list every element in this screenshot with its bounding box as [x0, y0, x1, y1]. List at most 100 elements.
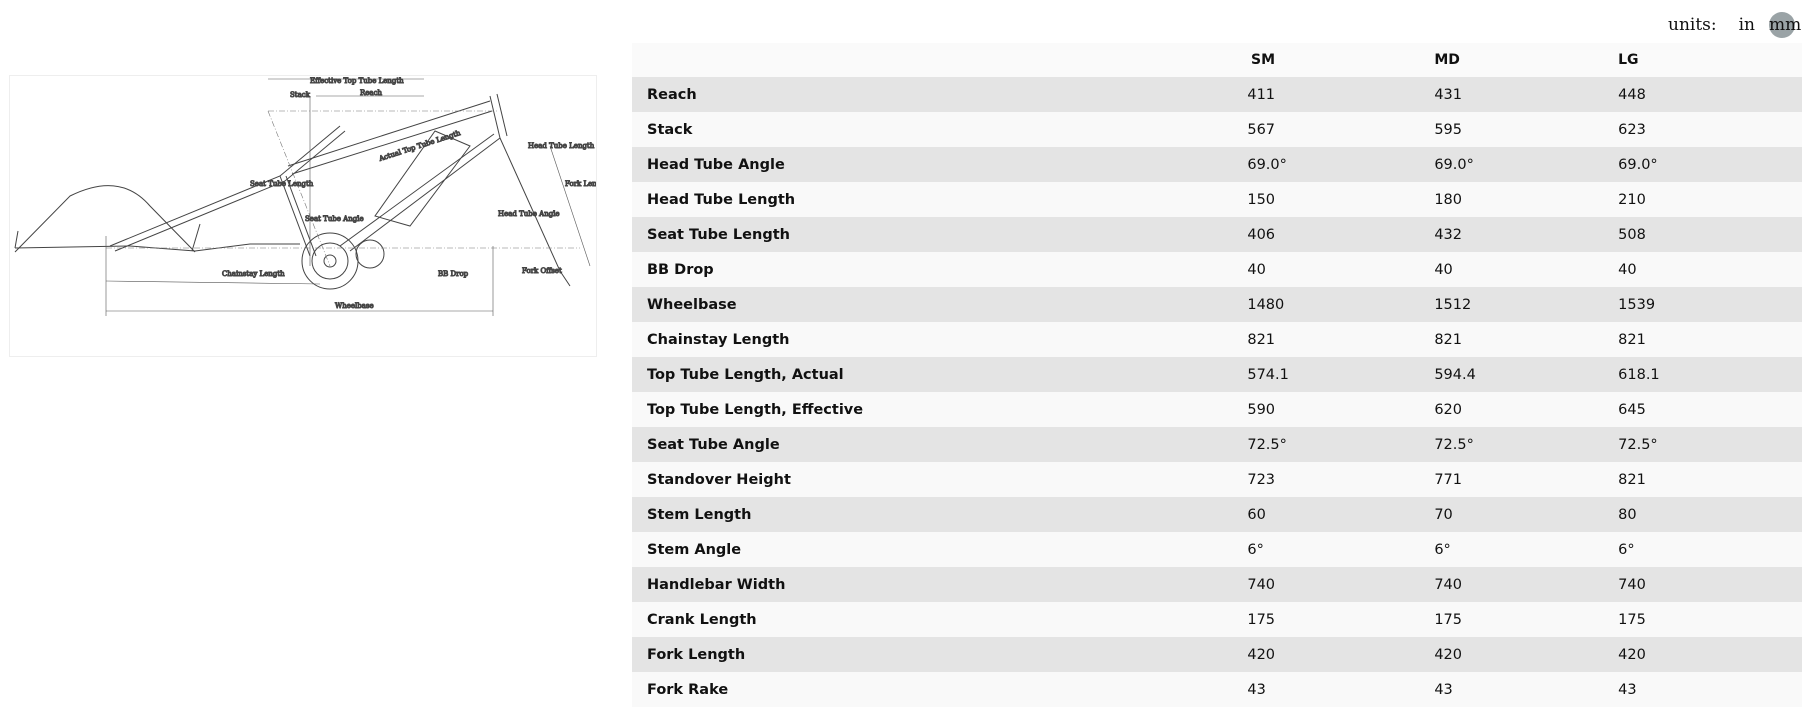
cell-sm: 590 — [1247, 401, 1276, 418]
cell-md: 821 — [1434, 331, 1462, 348]
table-row: Seat Tube Angle 72.5° 72.5° 72.5° — [632, 427, 1802, 462]
cell-md: 175 — [1434, 611, 1462, 628]
row-label: Stem Length — [647, 506, 752, 523]
frame-drawing — [14, 93, 571, 290]
cell-lg: 623 — [1618, 121, 1646, 138]
row-label: Handlebar Width — [647, 576, 786, 593]
cell-md: 595 — [1434, 121, 1462, 138]
table-row: Reach 411 431 448 — [632, 77, 1802, 112]
column-header-sm: SM — [1251, 52, 1276, 68]
label-fork-length: Fork Length — [565, 180, 596, 188]
table-header-row: SM MD LG — [632, 43, 1802, 77]
cell-sm: 60 — [1247, 506, 1266, 523]
row-label: Fork Rake — [647, 681, 729, 698]
table-row: Top Tube Length, Effective 590 620 645 — [632, 392, 1802, 427]
label-head-tube-length: Head Tube Length — [528, 142, 595, 150]
label-head-tube-angle: Head Tube Angle — [498, 210, 560, 218]
label-seat-tube-length: Seat Tube Length — [250, 180, 314, 188]
cell-lg: 80 — [1618, 506, 1637, 523]
cell-md: 594.4 — [1434, 366, 1476, 383]
table-row: Wheelbase 1480 1512 1539 — [632, 287, 1802, 322]
geometry-diagram: Effective Top Tube Length Stack Reach He… — [9, 75, 610, 357]
table-row: Top Tube Length, Actual 574.1 594.4 618.1 — [632, 357, 1802, 392]
cell-sm: 40 — [1247, 261, 1266, 278]
table-row: Standover Height 723 771 821 — [632, 462, 1802, 497]
cell-sm: 175 — [1247, 611, 1276, 628]
cell-md: 771 — [1434, 471, 1462, 488]
cell-md: 180 — [1434, 191, 1462, 208]
cell-lg: 448 — [1618, 86, 1646, 103]
cell-lg: 40 — [1618, 261, 1637, 278]
row-label: Head Tube Length — [647, 191, 796, 208]
cell-md: 740 — [1434, 576, 1462, 593]
row-label: BB Drop — [647, 261, 714, 278]
cell-md: 431 — [1434, 86, 1462, 103]
cell-md: 420 — [1434, 646, 1462, 663]
row-label: Head Tube Angle — [647, 156, 785, 173]
cell-sm: 574.1 — [1247, 366, 1289, 383]
cell-sm: 150 — [1247, 191, 1276, 208]
cell-lg: 175 — [1618, 611, 1646, 628]
label-reach: Reach — [360, 89, 383, 97]
label-bb-drop: BB Drop — [438, 270, 469, 278]
row-label: Standover Height — [647, 471, 791, 488]
table-row: Head Tube Length 150 180 210 — [632, 182, 1802, 217]
row-label: Top Tube Length, Actual — [647, 366, 844, 383]
row-label: Top Tube Length, Effective — [647, 401, 864, 418]
cell-sm: 69.0° — [1247, 156, 1287, 173]
row-label: Stack — [647, 121, 693, 138]
table-row: Handlebar Width 740 740 740 — [632, 567, 1802, 602]
cell-sm: 821 — [1247, 331, 1276, 348]
table-row: Stem Angle 6° 6° 6° — [632, 532, 1802, 567]
table-row: Fork Rake 43 43 43 — [632, 672, 1802, 707]
label-wheelbase: Wheelbase — [335, 302, 374, 310]
table-row: BB Drop 40 40 40 — [632, 252, 1802, 287]
cell-md: 1512 — [1434, 296, 1472, 313]
cell-sm: 72.5° — [1247, 436, 1287, 453]
units-in-option[interactable]: in — [1738, 15, 1756, 35]
cell-lg: 72.5° — [1618, 436, 1658, 453]
cell-md: 432 — [1434, 226, 1462, 243]
cell-lg: 821 — [1618, 331, 1646, 348]
cell-lg: 6° — [1618, 541, 1635, 558]
cell-lg: 645 — [1618, 401, 1646, 418]
row-label: Reach — [647, 86, 697, 103]
cell-lg: 43 — [1618, 681, 1637, 698]
table-row: Fork Length 420 420 420 — [632, 637, 1802, 672]
row-label: Crank Length — [647, 611, 757, 628]
cell-lg: 821 — [1618, 471, 1646, 488]
table-row: Chainstay Length 821 821 821 — [632, 322, 1802, 357]
cell-sm: 43 — [1247, 681, 1266, 698]
cell-lg: 508 — [1618, 226, 1646, 243]
cell-lg: 618.1 — [1618, 366, 1660, 383]
cell-md: 6° — [1434, 541, 1451, 558]
cell-lg: 420 — [1618, 646, 1646, 663]
row-label: Fork Length — [647, 646, 746, 663]
label-stack: Stack — [290, 91, 311, 99]
column-header-md: MD — [1434, 52, 1460, 68]
table-row: Stack 567 595 623 — [632, 112, 1802, 147]
cell-sm: 411 — [1247, 86, 1276, 103]
cell-md: 69.0° — [1434, 156, 1474, 173]
label-seat-tube-angle: Seat Tube Angle — [305, 215, 364, 223]
cell-md: 40 — [1434, 261, 1453, 278]
cell-md: 43 — [1434, 681, 1453, 698]
cell-sm: 406 — [1247, 226, 1276, 243]
row-label: Seat Tube Angle — [647, 436, 780, 453]
cell-sm: 723 — [1247, 471, 1276, 488]
cell-sm: 6° — [1247, 541, 1264, 558]
units-mm-option[interactable]: mm — [1769, 12, 1801, 38]
row-label: Wheelbase — [647, 296, 737, 313]
measure-arrows — [105, 78, 591, 316]
cell-lg: 1539 — [1618, 296, 1656, 313]
table-row: Stem Length 60 70 80 — [632, 497, 1802, 532]
cell-sm: 740 — [1247, 576, 1276, 593]
cell-sm: 1480 — [1247, 296, 1285, 313]
cell-md: 72.5° — [1434, 436, 1474, 453]
label-fork-offset: Fork Offset — [522, 267, 562, 275]
table-row: Seat Tube Length 406 432 508 — [632, 217, 1802, 252]
cell-md: 70 — [1434, 506, 1453, 523]
units-label: units: — [1668, 15, 1717, 35]
label-effective-top-tube: Effective Top Tube Length — [310, 77, 404, 85]
row-label: Chainstay Length — [647, 331, 790, 348]
